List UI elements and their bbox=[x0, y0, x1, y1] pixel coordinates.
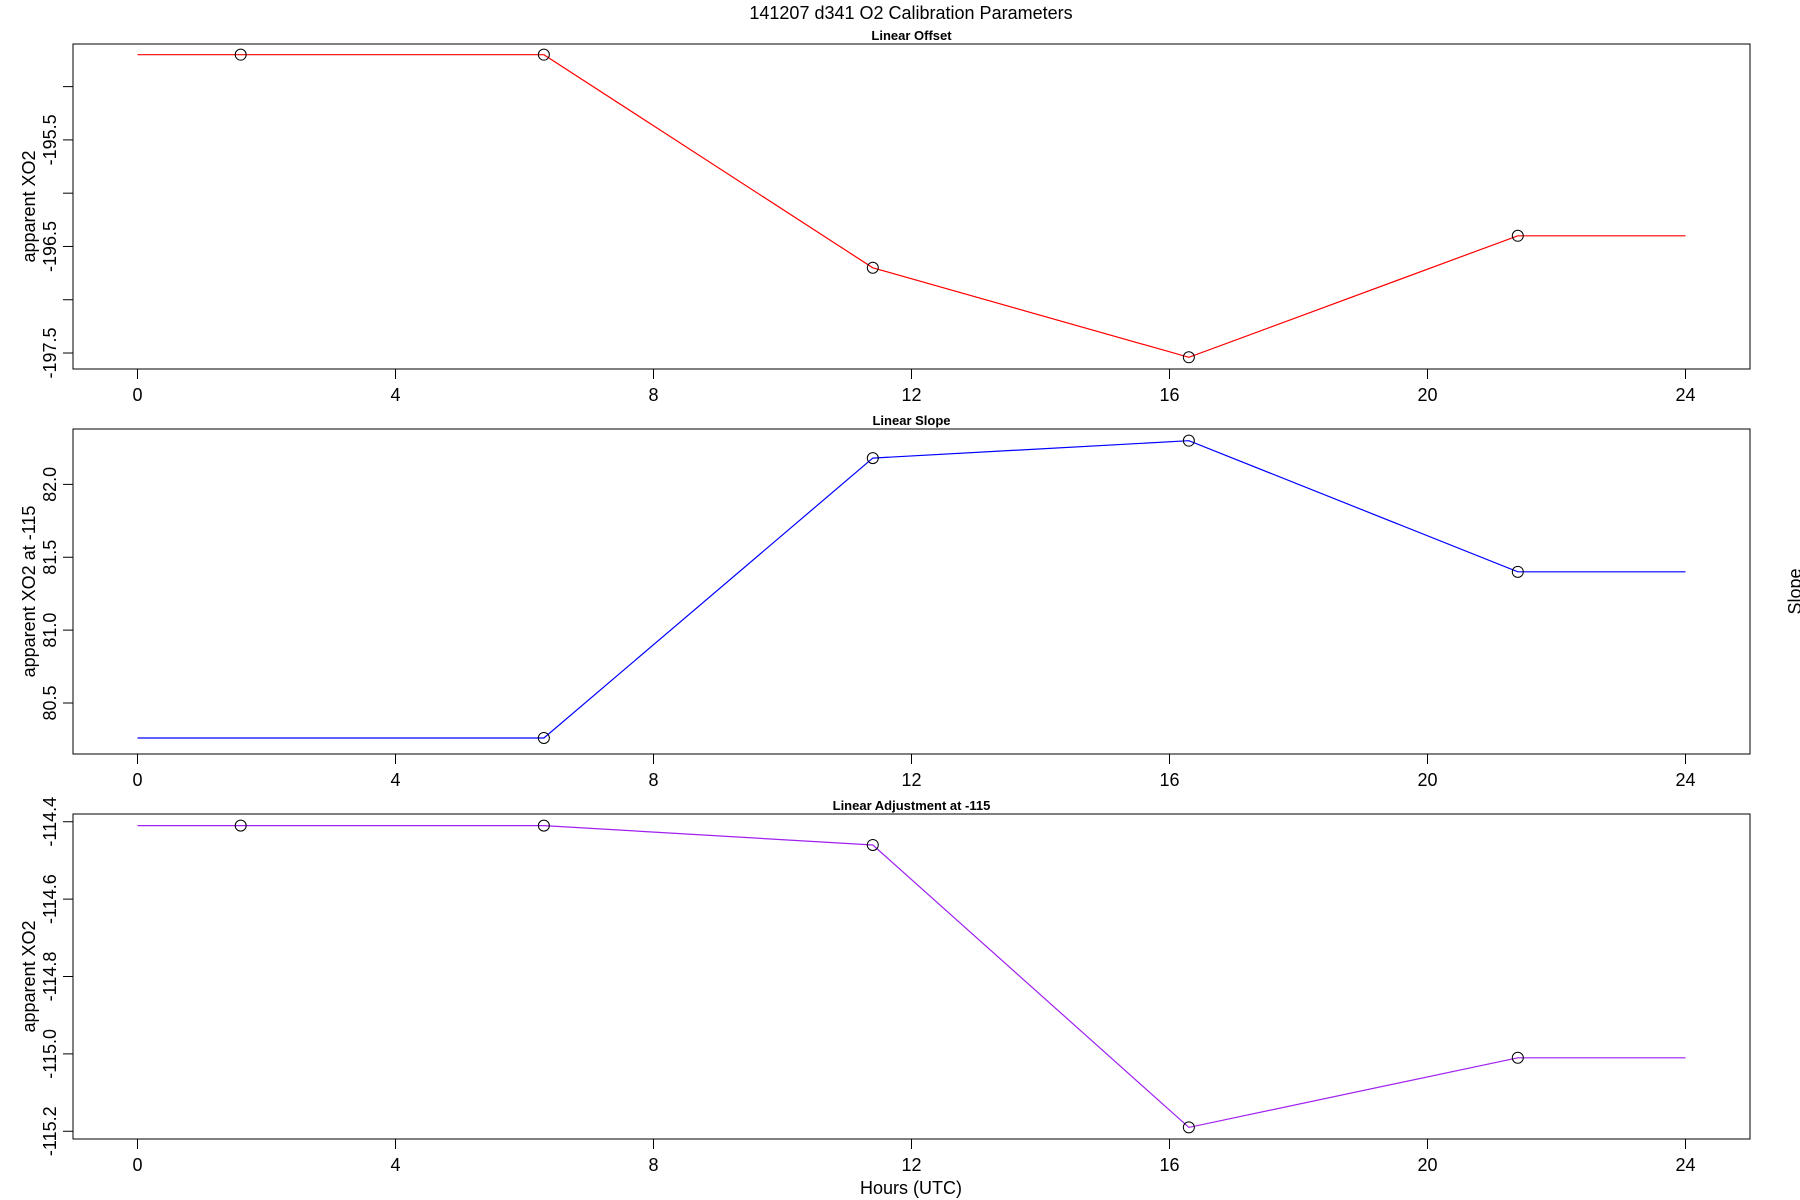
y-tick-label: 81.0 bbox=[40, 613, 60, 648]
x-axis-title: Hours (UTC) bbox=[860, 1178, 962, 1198]
x-tick-label: 24 bbox=[1675, 1155, 1695, 1175]
x-tick-label: 0 bbox=[132, 385, 142, 405]
y-axis-title: apparent XO2 bbox=[19, 920, 39, 1032]
y2-axis-title: Slope bbox=[1785, 568, 1800, 614]
x-tick-label: 12 bbox=[901, 1155, 921, 1175]
x-tick-label: 0 bbox=[132, 770, 142, 790]
series-line bbox=[137, 440, 1686, 739]
y-tick-label: -197.5 bbox=[40, 327, 60, 378]
data-point bbox=[1182, 351, 1195, 364]
x-tick-label: 4 bbox=[390, 385, 400, 405]
y-tick-label: 82.0 bbox=[40, 467, 60, 502]
x-tick-label: 8 bbox=[648, 1155, 658, 1175]
plot-frame bbox=[72, 43, 1751, 370]
panel-title: Linear Offset bbox=[871, 28, 952, 43]
y-tick-label: -114.6 bbox=[40, 874, 60, 924]
y-tick-label: -195.5 bbox=[40, 114, 60, 165]
y-tick-label: -196.5 bbox=[40, 221, 60, 272]
data-point bbox=[866, 838, 879, 851]
x-tick-label: 20 bbox=[1417, 770, 1437, 790]
figure-title: 141207 d341 O2 Calibration Parameters bbox=[749, 3, 1072, 23]
data-point bbox=[1182, 434, 1195, 447]
y-axis-title: apparent XO2 bbox=[19, 150, 39, 262]
y-axis-title: apparent XO2 at -115 bbox=[19, 506, 39, 678]
x-tick-label: 0 bbox=[132, 1155, 142, 1175]
y-tick-label: -114.4 bbox=[40, 797, 60, 847]
x-tick-label: 12 bbox=[901, 770, 921, 790]
x-tick-label: 24 bbox=[1675, 385, 1695, 405]
y-tick-label: 81.5 bbox=[40, 540, 60, 575]
x-tick-label: 16 bbox=[1159, 770, 1179, 790]
panels: Linear Offset 0 4 8 12 16 20 24 -197.5 -196.5 -195… bbox=[19, 28, 1800, 1175]
data-point bbox=[1511, 565, 1524, 578]
x-tick-label: 24 bbox=[1675, 770, 1695, 790]
data-point bbox=[234, 819, 247, 832]
data-point bbox=[234, 48, 247, 61]
y-tick-label: -115.2 bbox=[40, 1106, 60, 1156]
panel-2: Linear Slope 0 4 8 12 16 20 24 80.5 81.0 81.5 82.0a… bbox=[19, 413, 1800, 790]
series-line bbox=[137, 824, 1686, 1129]
x-tick-label: 8 bbox=[648, 385, 658, 405]
data-point bbox=[1182, 1121, 1195, 1134]
data-point bbox=[537, 48, 550, 61]
x-tick-label: 8 bbox=[648, 770, 658, 790]
y-tick-label: 80.5 bbox=[40, 685, 60, 720]
y-tick-label: -114.8 bbox=[40, 952, 60, 1002]
data-point bbox=[537, 819, 550, 832]
x-tick-label: 16 bbox=[1159, 1155, 1179, 1175]
data-point bbox=[1511, 229, 1524, 242]
panel-1: Linear Offset 0 4 8 12 16 20 24 -197.5 -196.5 -195… bbox=[19, 28, 1751, 405]
series-line bbox=[137, 54, 1686, 358]
panel-title: Linear Adjustment at -115 bbox=[833, 798, 991, 813]
data-point bbox=[866, 261, 879, 274]
panel-title: Linear Slope bbox=[872, 413, 950, 428]
y-tick-label: -115.0 bbox=[40, 1029, 60, 1079]
x-tick-label: 16 bbox=[1159, 385, 1179, 405]
x-tick-label: 12 bbox=[901, 385, 921, 405]
x-tick-label: 20 bbox=[1417, 1155, 1437, 1175]
data-point bbox=[1511, 1051, 1524, 1064]
panel-3: Linear Adjustment at -115 0 4 8 12 16 20 24 -115… bbox=[19, 797, 1751, 1175]
x-tick-label: 20 bbox=[1417, 385, 1437, 405]
data-point bbox=[537, 731, 550, 744]
plot-frame bbox=[72, 428, 1751, 755]
x-tick-label: 4 bbox=[390, 770, 400, 790]
x-tick-label: 4 bbox=[390, 1155, 400, 1175]
data-point bbox=[866, 452, 879, 465]
plot-frame bbox=[72, 813, 1751, 1140]
